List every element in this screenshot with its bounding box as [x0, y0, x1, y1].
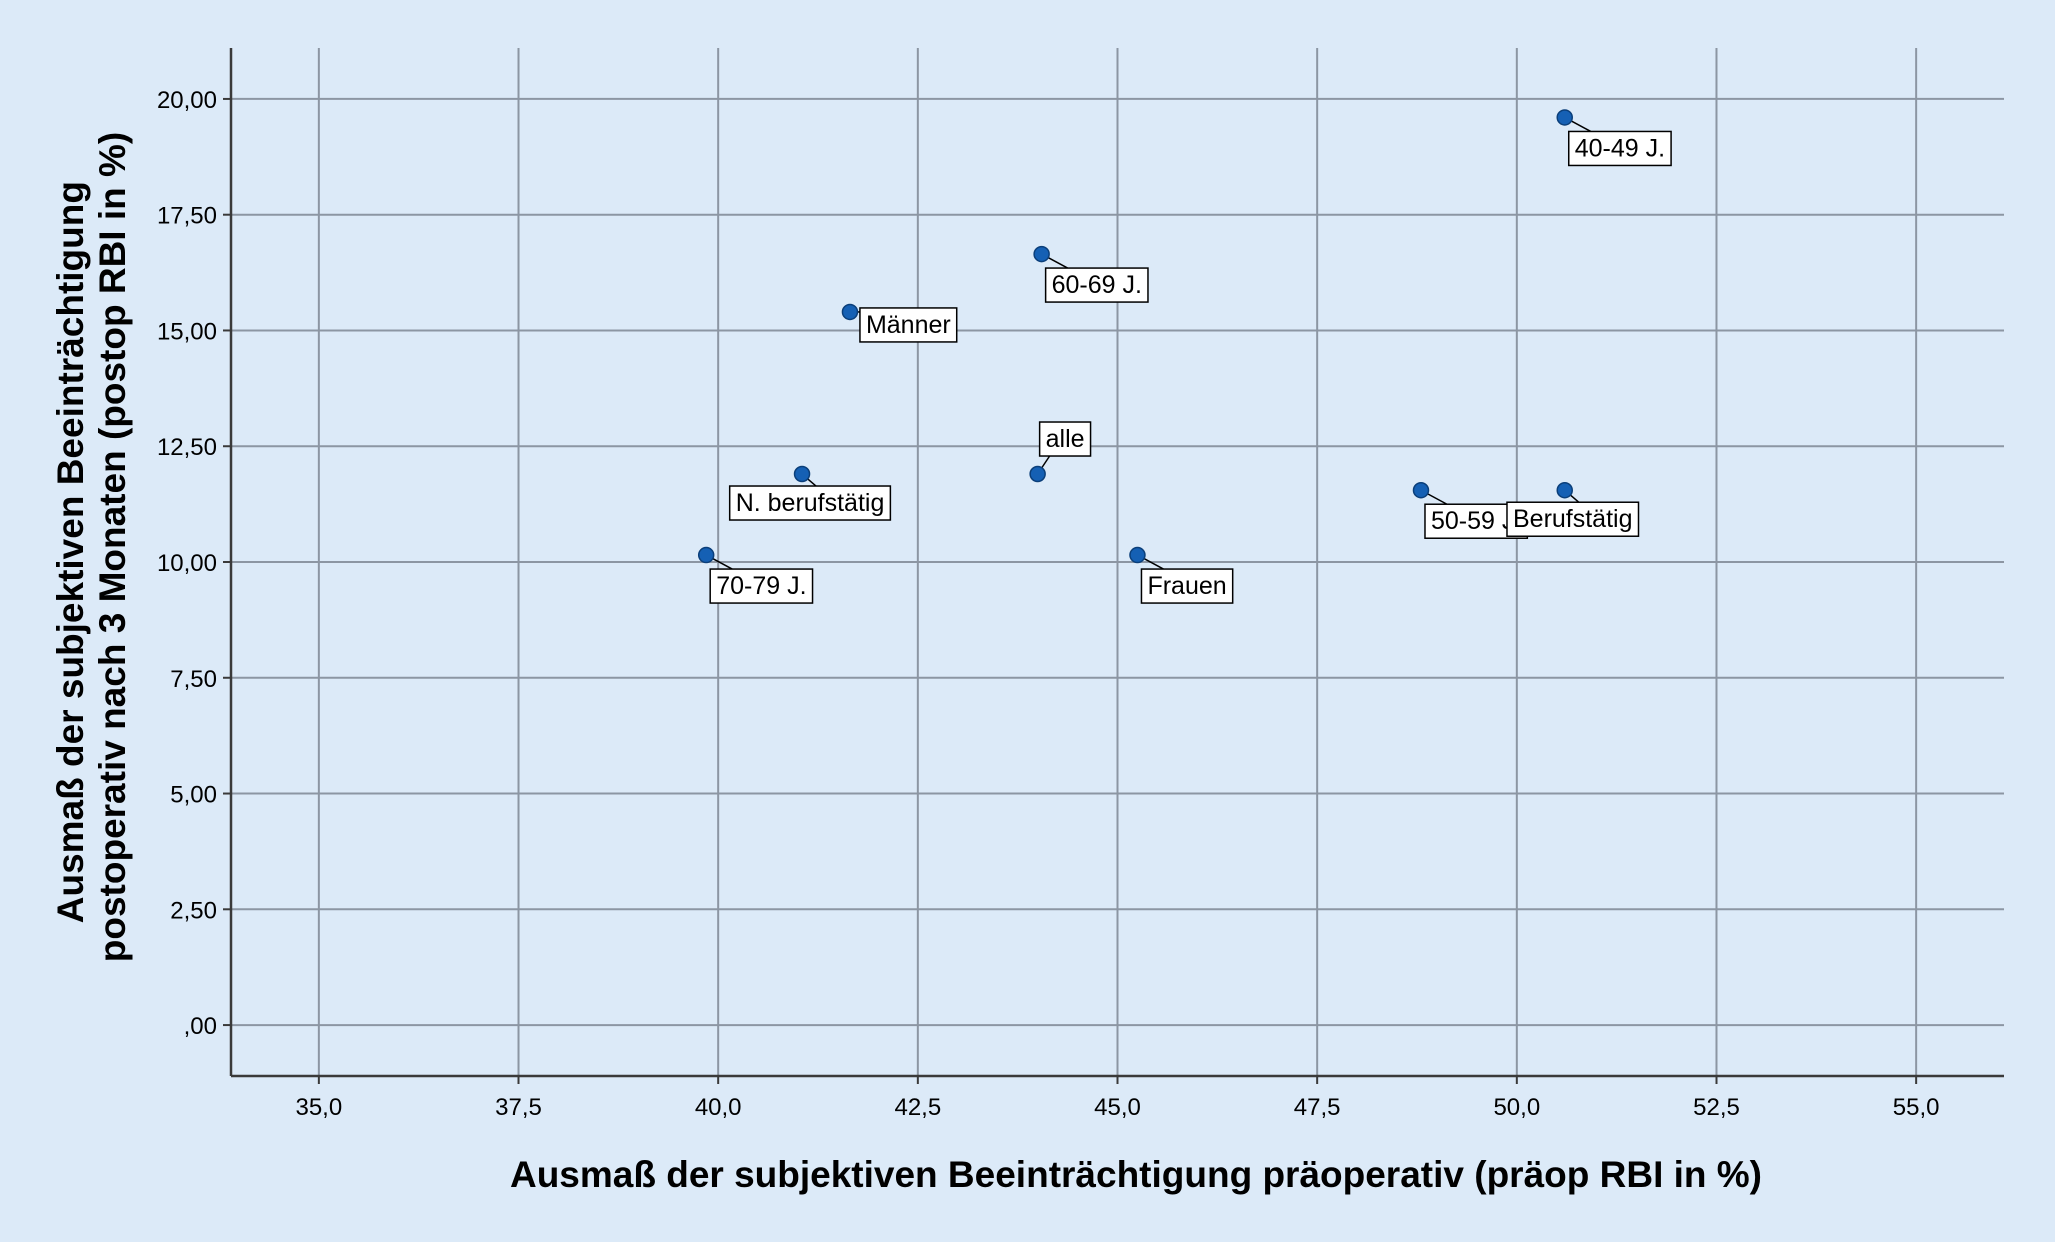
y-tick-label: 12,50: [157, 434, 217, 461]
point-label: Frauen: [1147, 572, 1226, 600]
point-label-box: [1567, 130, 1672, 167]
point-label-box: [709, 568, 814, 604]
data-point-marker: [1556, 109, 1573, 126]
data-point-group: 40-49 J.: [1556, 109, 1672, 167]
x-tick-label: 52,5: [1693, 1094, 1740, 1121]
x-tick-label: 37,5: [495, 1094, 542, 1121]
y-tick-label: 20,00: [157, 87, 217, 114]
y-tick-label: 15,00: [157, 318, 217, 345]
x-tick-label: 42,5: [894, 1094, 941, 1121]
data-point-marker: [793, 465, 811, 483]
x-axis-title: Ausmaß der subjektiven Beeinträchtigung …: [510, 1154, 1762, 1195]
x-tick-label: 55,0: [1893, 1094, 1940, 1121]
x-tick-label: 50,0: [1493, 1094, 1540, 1121]
data-points: 40-49 J. 60-69 J. Männer alle N. berufstätig…: [697, 109, 1672, 604]
data-point-group: 60-69 J.: [1033, 245, 1149, 303]
point-label: Berufstätig: [1513, 505, 1633, 533]
point-label-box: [1140, 568, 1234, 604]
data-point-marker: [1556, 481, 1573, 499]
y-tick-label: 17,50: [157, 203, 217, 230]
point-label-box: [1506, 501, 1640, 537]
x-tick-label: 40,0: [695, 1094, 742, 1121]
y-tick-label: ,00: [184, 1013, 217, 1040]
point-label-box: [728, 485, 892, 521]
point-label: 40-49 J.: [1575, 134, 1665, 162]
point-label: alle: [1046, 425, 1085, 453]
point-label-box: [1044, 267, 1149, 303]
data-point-marker: [697, 546, 715, 564]
y-axis-title-line-1: Ausmaß der subjektiven Beeinträchtigung: [50, 181, 91, 923]
y-tick-label: 10,00: [157, 550, 217, 577]
data-point-group: alle: [1029, 421, 1092, 483]
x-tick-label: 47,5: [1294, 1094, 1341, 1121]
data-point-marker: [841, 303, 859, 321]
data-point-group: 70-79 J.: [697, 546, 814, 604]
data-point-marker: [1412, 481, 1430, 499]
y-tick-label: 2,50: [170, 897, 217, 924]
y-axis-title: Ausmaß der subjektiven Beeinträchtigung …: [50, 132, 133, 962]
grid-lines: [231, 48, 2004, 1076]
data-point-marker: [1033, 245, 1050, 263]
data-point-marker: [1029, 465, 1046, 483]
point-label: Männer: [866, 311, 951, 339]
point-label-box: [1038, 421, 1092, 457]
data-point-marker: [1129, 546, 1146, 564]
point-label-box: [859, 307, 958, 343]
y-tick-label: 7,50: [170, 666, 217, 693]
tick-labels: 35,0 37,5 40,0 42,5 45,0 47,5 50,0 52,5 55,0 ,00 2…: [157, 87, 1940, 1121]
data-point-group: Männer: [841, 303, 958, 343]
point-label: N. berufstätig: [736, 489, 885, 517]
x-tick-label: 45,0: [1094, 1094, 1141, 1121]
y-axis-title-line-2: postoperativ nach 3 Monaten (postop RBI …: [92, 132, 133, 962]
axes: [223, 48, 2004, 1084]
point-label: 70-79 J.: [716, 572, 806, 600]
data-point-group: Berufstätig: [1506, 481, 1640, 537]
point-label: 60-69 J.: [1052, 271, 1142, 299]
data-point-group: Frauen: [1129, 546, 1234, 604]
data-point-group: N. berufstätig: [728, 465, 892, 521]
x-tick-label: 35,0: [295, 1094, 342, 1121]
y-tick-label: 5,00: [170, 782, 217, 809]
